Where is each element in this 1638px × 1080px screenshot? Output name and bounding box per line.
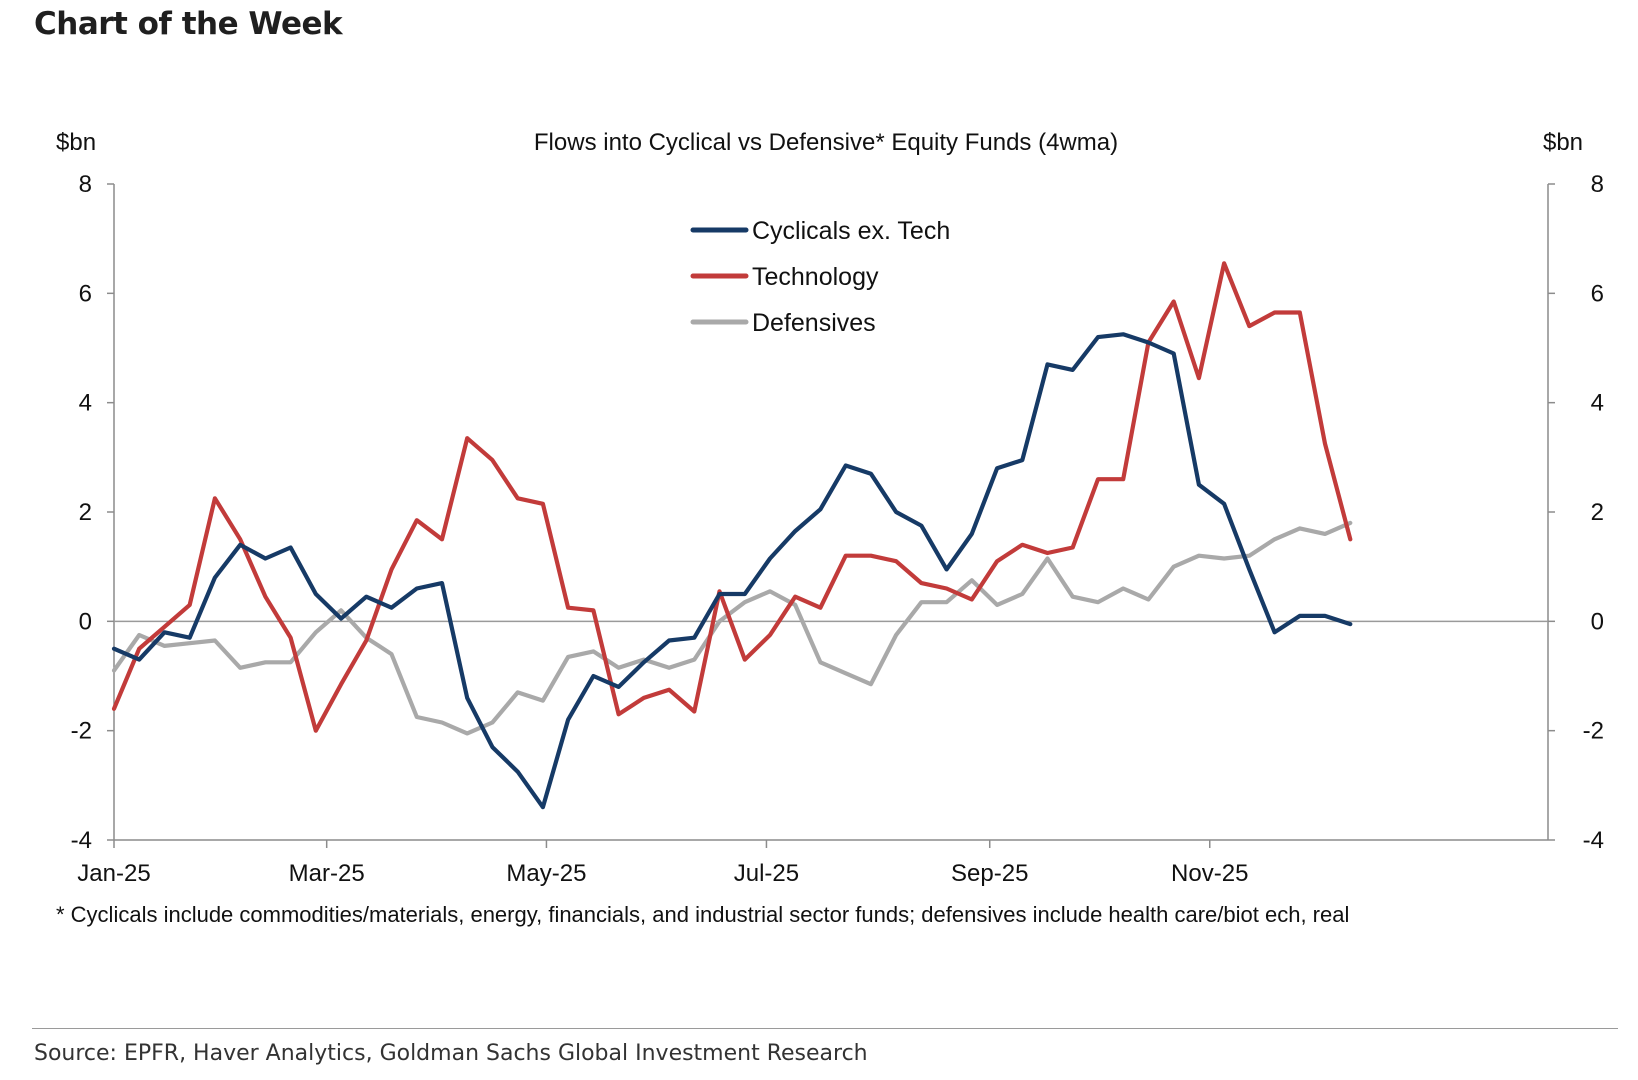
y-tick-label-left: 6 <box>79 280 92 307</box>
divider <box>32 1028 1618 1029</box>
y-tick-label-left: 0 <box>79 608 92 635</box>
y-tick-label-right: -2 <box>1583 718 1604 745</box>
y-axis-ticks: 8 8 6 6 4 4 2 2 0 0 -2 -2 -4 -4 <box>71 171 1604 854</box>
page-header: Chart of the Week <box>34 6 343 42</box>
y-tick-label-left: 2 <box>79 499 92 526</box>
series-line-technology <box>111 261 1353 733</box>
x-axis-ticks: Jan-25 Mar-25 May-25 Jul-25 Sep-25 Nov-25 <box>77 840 1248 887</box>
y-tick-label-right: 2 <box>1591 499 1604 526</box>
y-tick-label-left: 4 <box>79 390 92 417</box>
x-tick-label: May-25 <box>506 860 586 887</box>
x-tick-label: Jan-25 <box>77 860 150 887</box>
series-line-cyclicals-ex-tech <box>111 332 1353 810</box>
legend: Cyclicals ex. Tech Technology Defensives <box>690 217 950 337</box>
left-axis-unit-label: $bn <box>56 129 96 156</box>
x-tick-label: Jul-25 <box>734 860 799 887</box>
legend-label-defensives: Defensives <box>752 309 876 337</box>
y-tick-label-right: 8 <box>1591 171 1604 198</box>
y-tick-label-left: 8 <box>79 171 92 198</box>
y-tick-label-right: -4 <box>1583 827 1604 854</box>
chart-title: Flows into Cyclical vs Defensive* Equity… <box>534 129 1118 156</box>
legend-label-technology: Technology <box>752 263 879 291</box>
y-tick-label-right: 4 <box>1591 390 1604 417</box>
right-axis-unit-label: $bn <box>1543 129 1583 156</box>
y-tick-label-left: -4 <box>71 827 92 854</box>
source-note: Source: EPFR, Haver Analytics, Goldman S… <box>34 1041 868 1066</box>
x-tick-label: Mar-25 <box>289 860 365 887</box>
series-lines <box>111 261 1353 810</box>
footnote: * Cyclicals include commodities/material… <box>56 902 1350 927</box>
y-tick-label-right: 0 <box>1591 608 1604 635</box>
x-tick-label: Sep-25 <box>951 860 1028 887</box>
y-tick-label-right: 6 <box>1591 280 1604 307</box>
x-tick-label: Nov-25 <box>1171 860 1248 887</box>
y-tick-label-left: -2 <box>71 718 92 745</box>
series-line-defensives <box>111 520 1353 736</box>
legend-label-cyclicals-ex-tech: Cyclicals ex. Tech <box>752 217 950 245</box>
